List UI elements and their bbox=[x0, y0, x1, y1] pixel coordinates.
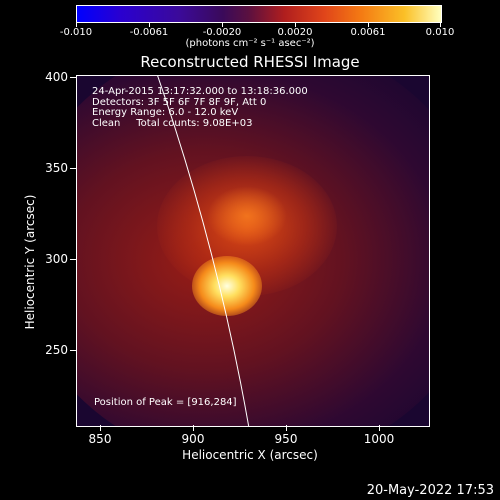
info-line: Clean Total counts: 9.08E+03 bbox=[92, 117, 253, 129]
peak-position: Position of Peak = [916,284] bbox=[94, 397, 237, 408]
x-tick bbox=[379, 425, 380, 431]
solar-image bbox=[76, 75, 430, 427]
x-tick-label: 850 bbox=[88, 432, 112, 446]
colorbar-tick bbox=[295, 22, 296, 27]
info-line: Energy Range: 6.0 - 12.0 keV bbox=[92, 107, 239, 118]
colorbar-label: -0.0061 bbox=[129, 27, 169, 38]
creation-date: 20-May-2022 17:53 bbox=[366, 483, 494, 498]
colorbar-label: 0.0020 bbox=[277, 27, 313, 38]
limb-line bbox=[157, 76, 250, 426]
x-axis-label: Heliocentric X (arcsec) bbox=[182, 448, 318, 462]
image-peak bbox=[192, 256, 262, 316]
x-tick bbox=[100, 425, 101, 431]
y-tick bbox=[70, 77, 76, 78]
image-title: Reconstructed RHESSI Image bbox=[140, 53, 360, 71]
colorbar-units: (photons cm⁻² s⁻¹ asec⁻²) bbox=[185, 38, 315, 49]
y-tick bbox=[70, 259, 76, 260]
colorbar-tick bbox=[149, 22, 150, 27]
y-axis-label: Heliocentric Y (arcsec) bbox=[23, 194, 37, 330]
info-line: 24-Apr-2015 13:17:32.000 to 13:18:36.000 bbox=[92, 86, 308, 97]
y-tick-label: 350 bbox=[45, 161, 68, 175]
colorbar-tick bbox=[440, 22, 441, 27]
colorbar-tick bbox=[222, 22, 223, 27]
colorbar-label: 0.010 bbox=[425, 27, 455, 38]
colorbar-label: -0.0020 bbox=[202, 27, 242, 38]
x-tick-label: 1000 bbox=[363, 432, 395, 446]
y-tick-label: 250 bbox=[45, 343, 68, 357]
x-tick bbox=[193, 425, 194, 431]
x-tick-label: 900 bbox=[181, 432, 205, 446]
colorbar-label: -0.010 bbox=[59, 27, 93, 38]
y-tick-label: 400 bbox=[45, 70, 68, 84]
x-tick-label: 950 bbox=[274, 432, 298, 446]
colorbar-tick bbox=[368, 22, 369, 27]
info-line: Detectors: 3F 5F 6F 7F 8F 9F, Att 0 bbox=[92, 96, 267, 108]
observation-info: 24-Apr-2015 13:17:32.000 to 13:18:36.000… bbox=[92, 86, 308, 129]
colorbar bbox=[76, 5, 442, 23]
x-tick bbox=[286, 425, 287, 431]
image-glow bbox=[207, 186, 287, 246]
colorbar-label: 0.0061 bbox=[350, 27, 386, 38]
y-tick bbox=[70, 168, 76, 169]
y-tick-label: 300 bbox=[45, 252, 68, 266]
colorbar-tick bbox=[76, 22, 77, 27]
y-tick bbox=[70, 350, 76, 351]
